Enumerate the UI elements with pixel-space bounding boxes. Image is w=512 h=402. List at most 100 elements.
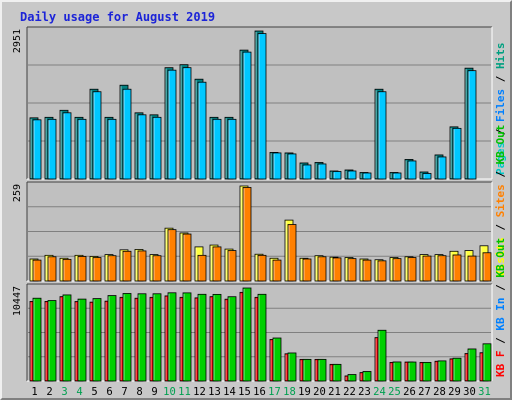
bar-kb-out bbox=[212, 293, 222, 382]
bar-kb-out bbox=[392, 361, 402, 382]
side-legend-visits: Visits / Sites / KB Out bbox=[494, 125, 507, 277]
bar-files bbox=[272, 152, 282, 180]
bar-sites bbox=[167, 229, 177, 282]
bar-files bbox=[287, 153, 297, 180]
bar-files bbox=[197, 81, 207, 180]
side-legend-hits: Pages / Files / Hits bbox=[494, 43, 507, 176]
legend-sites: Sites bbox=[494, 184, 507, 217]
day-label: 21 bbox=[328, 386, 341, 398]
bar-sites bbox=[302, 258, 312, 282]
bar-files bbox=[242, 51, 252, 180]
bar-files bbox=[347, 170, 357, 180]
bar-sites bbox=[152, 255, 162, 282]
bar-kb-out bbox=[92, 298, 102, 382]
bar-kb-out bbox=[482, 343, 492, 382]
day-label: 10 bbox=[163, 386, 176, 398]
bar-files bbox=[92, 91, 102, 180]
day-label: 14 bbox=[223, 386, 236, 398]
day-label: 16 bbox=[253, 386, 266, 398]
bar-kb-out bbox=[137, 293, 147, 382]
bar-files bbox=[392, 172, 402, 180]
panel-visits: 259 Visits / Sites / KB Out bbox=[12, 125, 507, 282]
bar-files bbox=[62, 112, 72, 180]
bar-kb-out bbox=[32, 297, 42, 382]
bar-files bbox=[182, 67, 192, 180]
day-label: 13 bbox=[208, 386, 221, 398]
bar-sites bbox=[107, 255, 117, 282]
bar-kb-out bbox=[227, 296, 237, 382]
bar-sites bbox=[122, 250, 132, 282]
bar-kb-out bbox=[302, 358, 312, 382]
y-max-label-hits: 2951 bbox=[12, 29, 23, 53]
bar-files bbox=[167, 69, 177, 180]
bar-kb-out bbox=[182, 292, 192, 382]
bar-sites bbox=[257, 254, 267, 282]
legend-separator: / bbox=[494, 331, 507, 351]
day-label: 1 bbox=[31, 386, 37, 398]
bar-kb-out bbox=[362, 371, 372, 382]
day-label: 6 bbox=[106, 386, 112, 398]
bar-sites bbox=[137, 250, 147, 282]
bar-kb-out bbox=[47, 300, 57, 382]
bar-sites bbox=[422, 255, 432, 282]
bar-kb-out bbox=[407, 361, 417, 382]
bar-sites bbox=[197, 254, 207, 282]
bar-files bbox=[407, 160, 417, 180]
day-label: 12 bbox=[193, 386, 206, 398]
bar-files bbox=[77, 118, 87, 180]
bar-sites bbox=[92, 257, 102, 282]
bar-kb-out bbox=[317, 358, 327, 382]
chart-title: Daily usage for August 2019 bbox=[20, 10, 215, 24]
bar-kb-out bbox=[452, 357, 462, 382]
bar-kb-out bbox=[272, 337, 282, 382]
day-label: 8 bbox=[136, 386, 142, 398]
day-label: 26 bbox=[403, 386, 416, 398]
bar-sites bbox=[227, 250, 237, 282]
day-label: 4 bbox=[76, 386, 82, 398]
legend-separator: / bbox=[494, 217, 507, 237]
legend-separator: / bbox=[494, 69, 507, 89]
day-label: 20 bbox=[313, 386, 326, 398]
legend-pages: Pages bbox=[494, 142, 507, 175]
day-label: 23 bbox=[358, 386, 371, 398]
bar-sites bbox=[287, 224, 297, 282]
bar-files bbox=[317, 163, 327, 180]
bar-sites bbox=[317, 256, 327, 282]
bar-sites bbox=[182, 233, 192, 282]
bar-sites bbox=[212, 246, 222, 282]
bar-files bbox=[32, 119, 42, 180]
day-label: 24 bbox=[373, 386, 386, 398]
bar-files bbox=[107, 118, 117, 180]
bar-sites bbox=[452, 254, 462, 282]
bar-files bbox=[152, 116, 162, 180]
legend-kb-in: KB In bbox=[494, 298, 507, 331]
bar-kb-out bbox=[77, 298, 87, 382]
bar-sites bbox=[407, 257, 417, 282]
bar-files bbox=[302, 164, 312, 180]
bar-sites bbox=[437, 255, 447, 282]
bar-kb-out bbox=[122, 293, 132, 382]
bar-kb-out bbox=[257, 293, 267, 382]
bar-kb-out bbox=[377, 329, 387, 382]
bar-kb-out bbox=[242, 287, 252, 382]
side-legend-kbytes: KB F / KB In / KB Out bbox=[494, 238, 507, 377]
y-max-label-visits: 259 bbox=[12, 184, 23, 202]
bar-sites bbox=[77, 256, 87, 282]
legend-kb-out: KB Out bbox=[494, 125, 507, 165]
bar-kb-out bbox=[107, 295, 117, 382]
bar-sites bbox=[347, 258, 357, 282]
bar-kb-out bbox=[167, 292, 177, 382]
bar-sites bbox=[377, 260, 387, 282]
day-label: 9 bbox=[151, 386, 157, 398]
legend-visits: Visits bbox=[494, 237, 507, 277]
bar-files bbox=[47, 118, 57, 180]
legend-separator: / bbox=[494, 164, 507, 184]
panel-hits: 2951 Pages / Files / Hits bbox=[12, 26, 507, 180]
day-label: 3 bbox=[61, 386, 67, 398]
bar-kb-out bbox=[62, 294, 72, 382]
legend-kb-f: KB F bbox=[494, 351, 507, 378]
bar-files bbox=[377, 91, 387, 180]
legend-hits: Hits bbox=[494, 43, 507, 70]
